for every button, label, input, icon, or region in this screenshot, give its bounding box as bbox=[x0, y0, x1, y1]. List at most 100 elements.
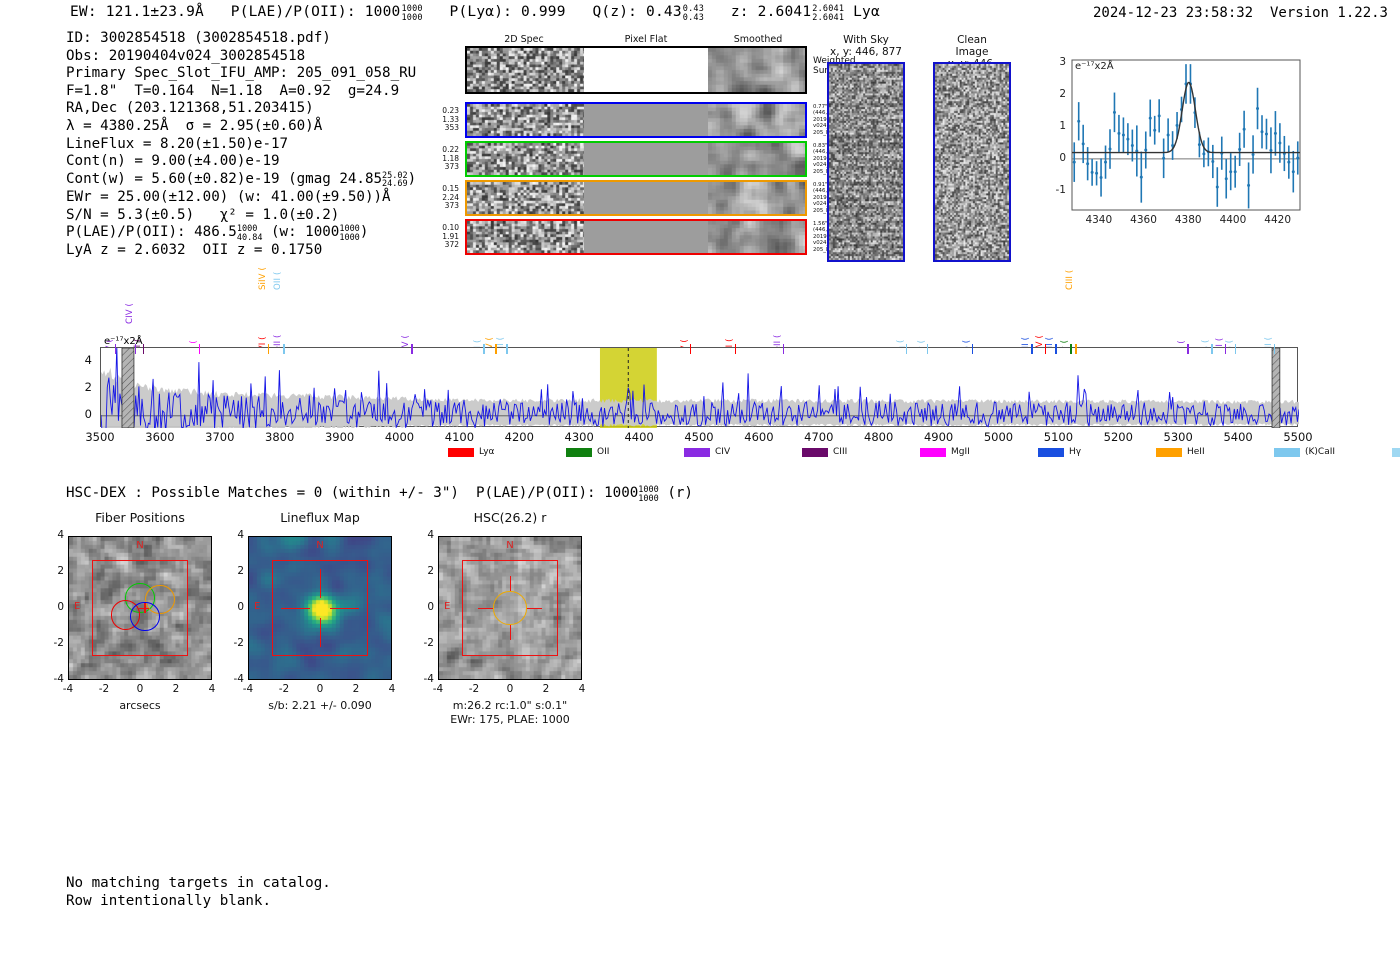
panel-ytick: 4 bbox=[427, 529, 434, 541]
legend-swatch bbox=[1392, 448, 1400, 457]
info-redshift: LyA z = 2.6032 OII z = 0.1750 bbox=[66, 242, 323, 259]
panel-ytick: 4 bbox=[57, 529, 64, 541]
footer-line-2: Row intentionally blank. bbox=[66, 893, 271, 909]
emission-line-label: CIV ( bbox=[124, 303, 135, 324]
spec2d-column-title: 2D Spec bbox=[504, 34, 544, 45]
lineprofile-xtick: 4380 bbox=[1174, 214, 1202, 226]
spectrum-ytick: 4 bbox=[84, 352, 92, 367]
qz-value: 0.43 bbox=[646, 4, 682, 20]
spectrum-xtick: 4300 bbox=[564, 430, 594, 444]
spec2d-strip bbox=[465, 180, 807, 216]
east-marker: E bbox=[444, 601, 451, 612]
full-spectrum-chart bbox=[100, 347, 1299, 428]
north-marker: N bbox=[506, 540, 514, 551]
emission-line-tick bbox=[142, 344, 144, 354]
lineprofile-ytick: 1 bbox=[1059, 120, 1066, 133]
panel-ytick: -2 bbox=[53, 637, 64, 649]
z-label: z: bbox=[730, 4, 749, 20]
center-crosshair bbox=[478, 608, 493, 610]
panel-ytick: 4 bbox=[237, 529, 244, 541]
info-cont-w: Cont(w) = 5.60(±0.82)e-19 (gmag 24.85 25.… bbox=[66, 170, 417, 190]
spectrum-xtick: 5000 bbox=[983, 430, 1014, 444]
plya-label: P(Lyα): bbox=[449, 4, 513, 20]
aperture-box bbox=[91, 559, 189, 657]
emission-line-tick bbox=[483, 344, 485, 354]
panel-xtick: -4 bbox=[242, 683, 254, 695]
panel-caption: m:26.2 rc:1.0" s:0.1" EWr: 175, PLAE: 10… bbox=[450, 699, 570, 726]
info-obs: Obs: 20190404v024_3002854518 bbox=[66, 47, 306, 64]
spectrum-xtick: 5400 bbox=[1223, 430, 1253, 444]
thumbnail-title-text: With Sky bbox=[843, 34, 889, 46]
panel-xtick: 0 bbox=[506, 683, 514, 695]
emission-line-label: OII ( bbox=[273, 271, 284, 290]
panel-xtick: 0 bbox=[136, 683, 144, 695]
imaging-panels: Fiber Positions N E -4 -2 0 2 4 4 2 0 -2 -4 arcsecs Li… bbox=[54, 510, 680, 740]
emission-line-tick bbox=[1211, 344, 1213, 354]
info-ewr: EWr = 25.00(±12.00) (w: 41.00(±9.50))Å bbox=[66, 188, 391, 205]
panel-ytick: -4 bbox=[53, 673, 64, 685]
footer-line-1: No matching targets in catalog. bbox=[66, 875, 331, 891]
spec2d-row-stats: 0.22 1.18 373 bbox=[442, 145, 459, 172]
thumbnail-image bbox=[933, 62, 1011, 262]
spectrum-xtick: 5200 bbox=[1103, 430, 1133, 444]
legend-swatch bbox=[1156, 448, 1182, 457]
thumbnail-title: With Sky x, y: 446, 877 bbox=[830, 34, 902, 58]
fiber-circle bbox=[145, 584, 175, 615]
emission-line-tick bbox=[1070, 344, 1072, 354]
center-crosshair bbox=[281, 608, 310, 610]
panel-ytick: 0 bbox=[57, 601, 64, 613]
lineprofile-xtick: 4360 bbox=[1130, 214, 1157, 226]
emission-line-tick bbox=[1044, 344, 1046, 354]
plya-value: 0.999 bbox=[521, 4, 566, 20]
north-marker: N bbox=[316, 540, 324, 551]
panel-ytick: -2 bbox=[423, 637, 434, 649]
info-sn: S/N = 5.3(±0.5) χ² = 1.0(±0.2) bbox=[66, 206, 340, 223]
z-bounds: 2.6041 2.6041 bbox=[812, 3, 845, 23]
spectrum-xtick: 3600 bbox=[145, 430, 175, 444]
info-cont-n: Cont(n) = 9.00(±4.00)e-19 bbox=[66, 153, 280, 170]
qz-bounds: 0.43 0.43 bbox=[682, 3, 705, 23]
legend-label: Hγ bbox=[1069, 447, 1082, 457]
emission-line-tick bbox=[495, 344, 497, 354]
spectrum-xtick: 3700 bbox=[205, 430, 235, 444]
hsc-summary: HSC-DEX : Possible Matches = 0 (within +… bbox=[66, 484, 693, 504]
legend-swatch bbox=[802, 448, 828, 457]
east-marker: E bbox=[74, 601, 81, 612]
lineprofile-xtick: 4420 bbox=[1264, 214, 1292, 226]
legend-swatch bbox=[920, 448, 946, 457]
spectrum-xtick: 4700 bbox=[804, 430, 834, 444]
north-marker: N bbox=[136, 540, 144, 551]
lineprofile-ytick: -1 bbox=[1055, 183, 1066, 196]
spec2d-row-stats: 0.23 1.33 353 bbox=[442, 106, 459, 133]
panel-caption: s/b: 2.21 +/- 0.090 bbox=[268, 699, 372, 712]
spec2d-row-stats: 0.10 1.91 372 bbox=[442, 223, 459, 250]
emission-line-tick bbox=[971, 344, 973, 354]
version: Version 1.22.3 bbox=[1269, 5, 1388, 21]
plae-label: P(LAE)/P(OII): bbox=[230, 4, 356, 20]
fiber-circle bbox=[130, 601, 160, 632]
lineprofile-xtick: 4340 bbox=[1085, 214, 1113, 226]
emission-line-tick bbox=[926, 344, 928, 354]
ew-value: 121.1±23.9Å bbox=[105, 4, 204, 20]
panel-ytick: -4 bbox=[423, 673, 434, 685]
lineprofile-xtick: 4400 bbox=[1219, 214, 1247, 226]
panel-ytick: -4 bbox=[233, 673, 244, 685]
info-lambda: λ = 4380.25Å σ = 2.95(±0.60)Å bbox=[66, 117, 323, 134]
spec2d-column-title: Smoothed bbox=[733, 34, 783, 45]
source-aperture-circle bbox=[493, 591, 527, 625]
panel-ytick: 2 bbox=[57, 565, 64, 577]
panel-xtick: -2 bbox=[98, 683, 110, 695]
spectrum-ytick: 2 bbox=[84, 379, 92, 394]
emission-line-tick bbox=[198, 344, 201, 354]
z-type: Lyα bbox=[853, 4, 880, 20]
spec2d-panel: 2D Spec Pixel Flat Smoothed Weighted Sum 0.2… bbox=[425, 34, 856, 255]
legend-swatch bbox=[566, 448, 592, 457]
emission-line-tick bbox=[283, 344, 285, 354]
lineprofile-ytick: 0 bbox=[1059, 151, 1066, 164]
panel-title: HSC(26.2) r bbox=[473, 510, 547, 525]
emission-line-tick bbox=[411, 344, 413, 354]
panel-xtick: 2 bbox=[172, 683, 180, 695]
emission-line-label: SiIV ( bbox=[257, 267, 268, 290]
emission-line-tick bbox=[690, 344, 692, 354]
spectrum-xtick: 4100 bbox=[444, 430, 475, 444]
